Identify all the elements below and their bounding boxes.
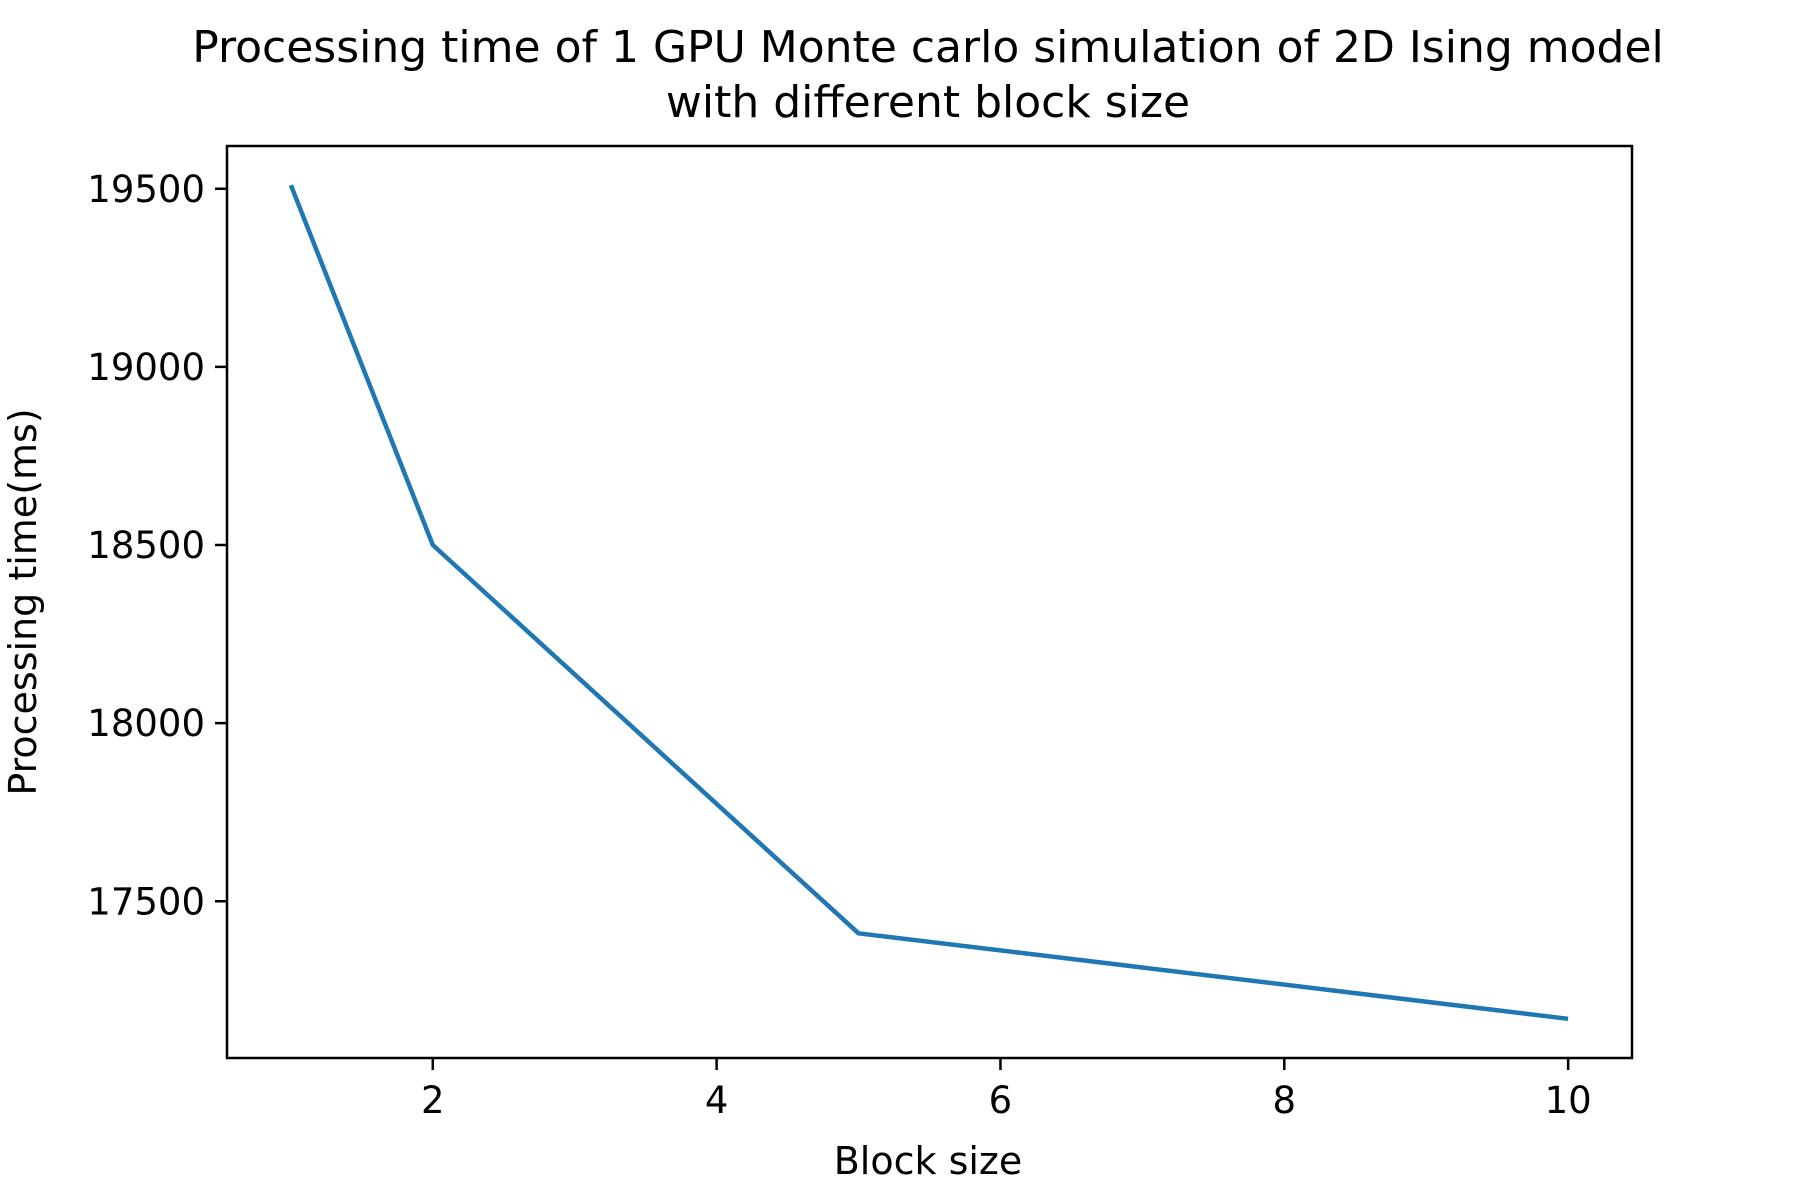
x-tick-label: 10 (1545, 1079, 1592, 1122)
x-tick-label: 4 (705, 1079, 729, 1122)
y-tick-label: 19500 (87, 168, 205, 211)
x-tick-label: 2 (421, 1079, 445, 1122)
data-series (288, 184, 1569, 1022)
chart-title: Processing time of 1 GPU Monte carlo sim… (192, 22, 1664, 128)
y-tick-label: 18000 (87, 702, 205, 745)
chart-title-line-1: Processing time of 1 GPU Monte carlo sim… (192, 22, 1664, 73)
y-tick-label: 18500 (87, 524, 205, 567)
y-axis-label: Processing time(ms) (1, 408, 45, 795)
series-line (288, 184, 1569, 1022)
y-tick-label: 17500 (87, 880, 205, 923)
y-axis-ticks: 17500 18000 18500 19000 19500 (87, 168, 227, 923)
x-tick-label: 8 (1273, 1079, 1297, 1122)
plot-area-frame (225, 144, 1634, 1060)
y-tick-label: 19000 (87, 346, 205, 389)
x-axis-label: Block size (834, 1139, 1023, 1183)
x-axis-ticks: 2 4 6 8 10 (421, 1058, 1592, 1122)
x-tick-label: 6 (989, 1079, 1013, 1122)
chart-title-line-2: with different block size (666, 77, 1190, 128)
